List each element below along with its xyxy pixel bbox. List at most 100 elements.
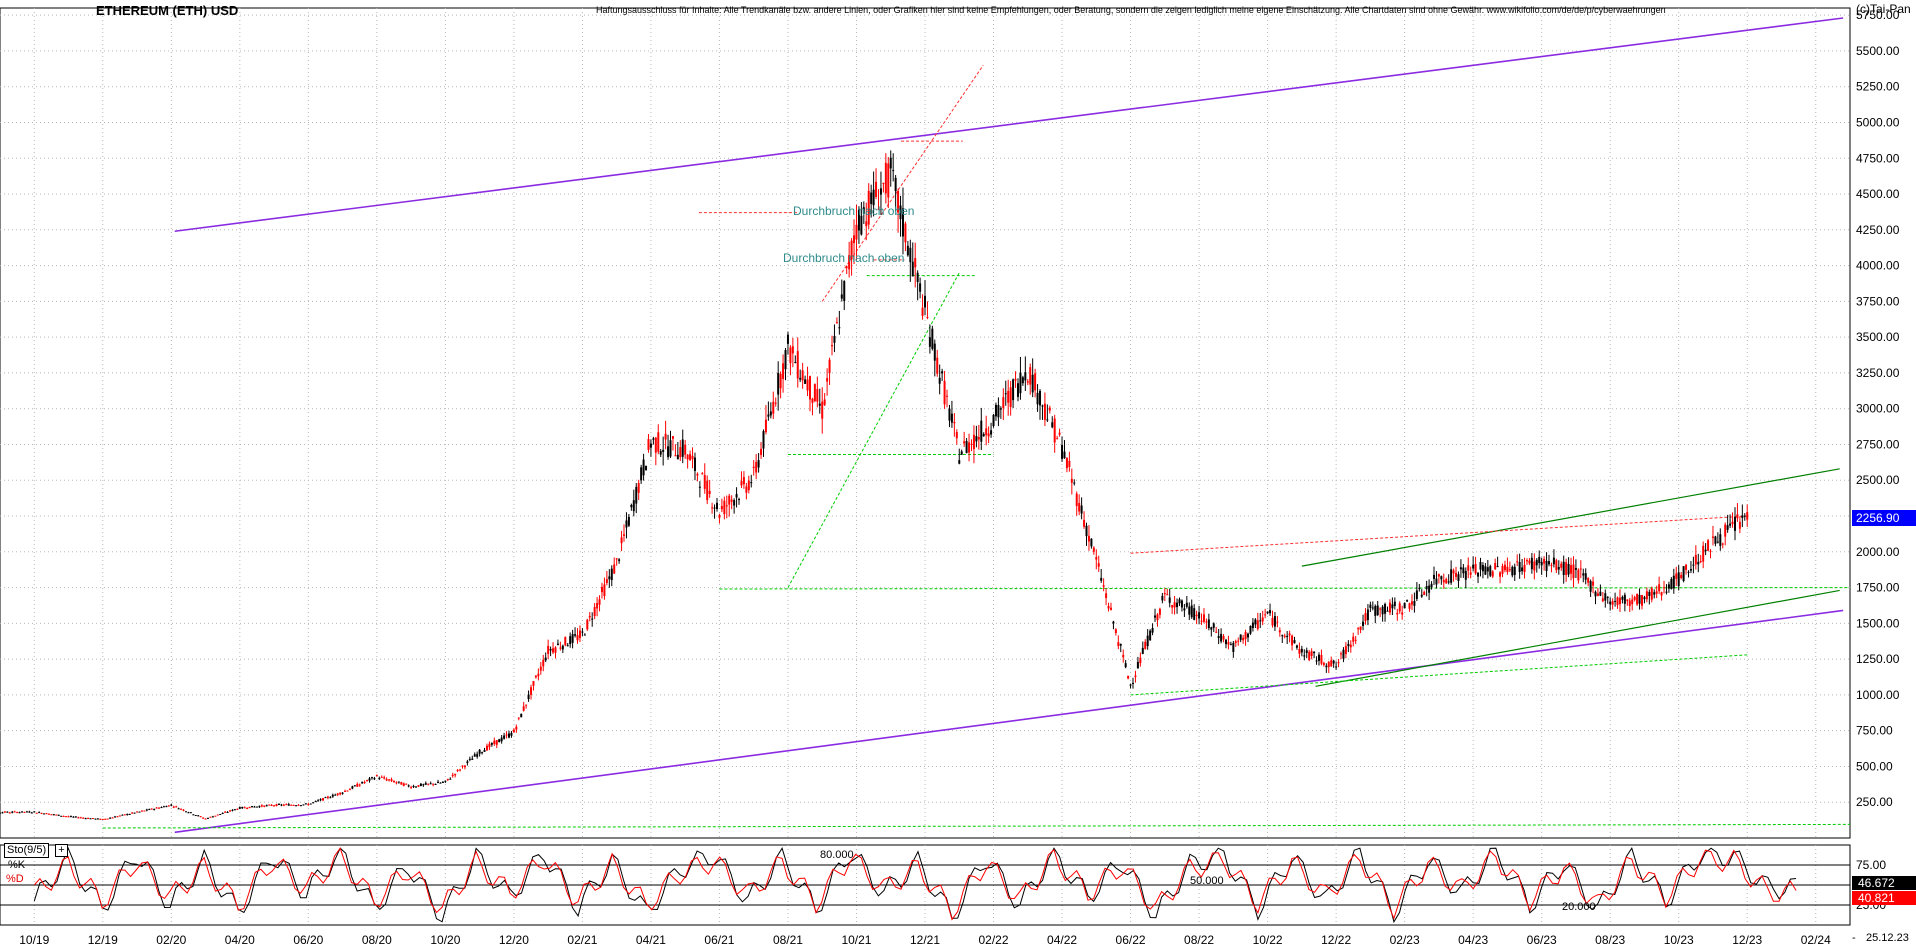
lower-channel-line	[174, 609, 1844, 834]
candle-body	[140, 810, 143, 812]
candle-body	[1190, 605, 1193, 618]
candle-body	[1682, 566, 1685, 582]
candle-body	[1217, 635, 1220, 639]
candle-body	[1499, 572, 1502, 577]
candle-body	[1521, 567, 1524, 572]
candle-body	[346, 790, 349, 792]
last-d-marker: 40.821	[1852, 891, 1916, 905]
candle-body	[838, 327, 841, 329]
candle-body	[1415, 590, 1418, 599]
candle-body	[1344, 646, 1347, 655]
candle-body	[243, 807, 246, 809]
candle-body	[1484, 566, 1487, 575]
candle-body	[813, 384, 816, 402]
candle-body	[1095, 557, 1098, 560]
candle-body	[1053, 418, 1056, 443]
candle-body	[1029, 367, 1032, 385]
y-tick-label: 4250.00	[1856, 223, 1900, 237]
candle-body	[1562, 561, 1565, 575]
candle-body	[845, 266, 848, 268]
candle-body	[1530, 557, 1533, 570]
candle-body	[1122, 654, 1125, 658]
candle-body	[1388, 602, 1391, 613]
stoch-50-label: 50.000	[1190, 875, 1224, 887]
candle-body	[1335, 666, 1338, 668]
candle-body	[1479, 562, 1482, 570]
candle-body	[857, 209, 860, 231]
green-rise-diag	[787, 272, 960, 588]
candle-body	[1300, 648, 1303, 653]
candle-body	[62, 815, 65, 817]
candle-body	[808, 376, 811, 400]
candle-body	[160, 807, 163, 809]
candle-body	[1746, 512, 1749, 520]
candle-body	[512, 729, 515, 733]
candle-body	[1711, 536, 1714, 538]
candle-body	[167, 805, 170, 807]
candle-body	[640, 467, 643, 481]
d-legend-label: %D	[6, 873, 24, 885]
candle-body	[1007, 390, 1010, 403]
candle-body	[708, 490, 711, 494]
x-tick-label: 12/20	[499, 933, 529, 947]
candle-body	[361, 781, 364, 784]
candle-body	[1486, 567, 1489, 572]
candle-body	[1731, 521, 1734, 524]
candle-body	[30, 812, 33, 814]
candle-body	[170, 804, 173, 806]
candle-body	[1261, 617, 1264, 622]
candle-body	[566, 645, 569, 647]
candle-body	[432, 783, 435, 785]
candle-body	[182, 809, 185, 811]
candle-body	[1317, 654, 1320, 661]
candle-body	[402, 783, 405, 786]
candle-body	[390, 779, 393, 782]
candle-body	[730, 499, 733, 502]
x-tick-label: 08/21	[773, 933, 803, 947]
indicator-selector[interactable]: Sto(9/5)	[4, 843, 50, 858]
candle-body	[96, 818, 99, 820]
candle-body	[1437, 574, 1440, 577]
candle-body	[456, 769, 459, 771]
candle-body	[268, 804, 271, 806]
candle-body	[273, 805, 276, 807]
candle-body	[1178, 599, 1181, 604]
candle-body	[931, 328, 934, 349]
candle-body	[1425, 586, 1428, 590]
candle-body	[632, 500, 635, 512]
candle-body	[312, 802, 315, 804]
candle-body	[547, 645, 550, 654]
candle-body	[471, 758, 474, 760]
candle-body	[314, 800, 317, 802]
candle-body	[821, 401, 824, 419]
candle-body	[630, 504, 633, 508]
candle-body	[1398, 603, 1401, 612]
candle-body	[997, 405, 1000, 418]
candle-body	[684, 444, 687, 455]
candle-body	[645, 465, 648, 471]
candle-body	[1538, 556, 1541, 564]
candle-body	[1136, 661, 1139, 669]
candle-body	[38, 812, 41, 814]
x-tick-label: 08/22	[1184, 933, 1214, 947]
candle-body	[1396, 612, 1399, 615]
candle-body	[1198, 612, 1201, 619]
y-tick-label: 3500.00	[1856, 330, 1900, 344]
candle-body	[941, 371, 944, 374]
add-indicator-button[interactable]: +	[55, 844, 68, 857]
candle-body	[133, 812, 136, 814]
candle-body	[1215, 631, 1218, 633]
candle-body	[1369, 604, 1372, 608]
candle-body	[1467, 565, 1470, 571]
candle-body	[1393, 601, 1396, 607]
candle-body	[745, 486, 748, 493]
candle-body	[488, 743, 491, 748]
candle-body	[1056, 438, 1059, 440]
candle-body	[1648, 591, 1651, 596]
candle-body	[229, 810, 232, 812]
candle-body	[1611, 601, 1614, 605]
candle-body	[1636, 594, 1639, 605]
candle-body	[507, 733, 510, 738]
candle-body	[831, 345, 834, 347]
candle-body	[1019, 372, 1022, 394]
